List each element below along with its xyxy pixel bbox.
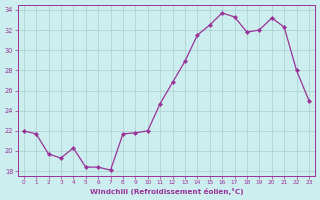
X-axis label: Windchill (Refroidissement éolien,°C): Windchill (Refroidissement éolien,°C) xyxy=(90,188,243,195)
